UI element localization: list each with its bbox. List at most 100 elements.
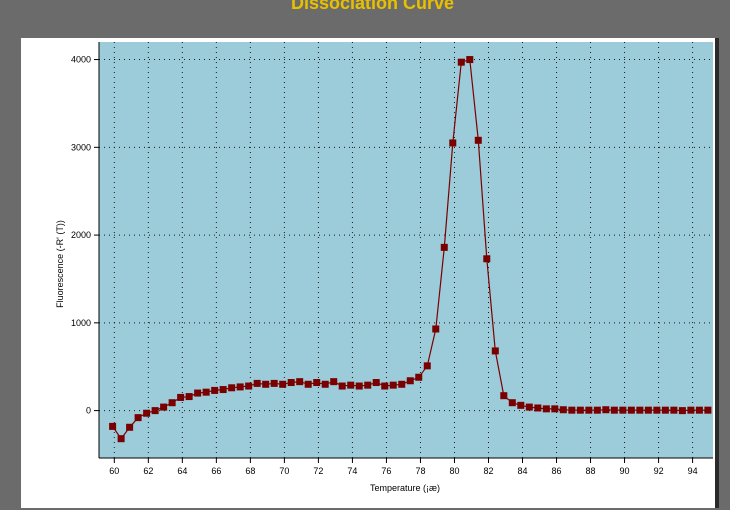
data-point <box>661 406 669 414</box>
data-point <box>177 393 185 401</box>
data-point <box>534 404 542 412</box>
data-point <box>466 56 474 64</box>
x-tick-label: 94 <box>688 466 698 476</box>
x-tick-label: 78 <box>415 466 425 476</box>
data-point <box>568 406 576 414</box>
data-point <box>483 255 491 263</box>
x-tick-label: 90 <box>620 466 630 476</box>
data-point <box>245 382 253 390</box>
plot-area <box>99 42 713 458</box>
data-point <box>602 406 610 414</box>
data-point <box>347 381 355 389</box>
data-point <box>313 379 321 387</box>
data-point <box>525 403 533 411</box>
data-point <box>211 386 219 394</box>
data-point <box>296 378 304 386</box>
data-point <box>262 380 270 388</box>
data-point <box>576 406 584 414</box>
data-point <box>542 405 550 413</box>
x-tick-label: 62 <box>143 466 153 476</box>
data-point <box>491 347 499 355</box>
y-tick-label: 0 <box>86 406 91 416</box>
data-point <box>270 379 278 387</box>
data-point <box>364 381 372 389</box>
data-point <box>610 406 618 414</box>
data-point <box>423 362 431 370</box>
data-point <box>593 406 601 414</box>
data-point <box>670 406 678 414</box>
data-point <box>449 139 457 147</box>
data-point <box>704 406 712 414</box>
data-point <box>517 401 525 409</box>
x-tick-label: 92 <box>654 466 664 476</box>
data-point <box>168 399 176 407</box>
data-point <box>508 399 516 407</box>
data-point <box>678 407 686 415</box>
data-point <box>194 389 202 397</box>
data-point <box>457 58 465 66</box>
data-point <box>398 380 406 388</box>
data-point <box>627 406 635 414</box>
x-tick-label: 86 <box>552 466 562 476</box>
data-point <box>653 406 661 414</box>
data-point <box>253 379 261 387</box>
x-tick-label: 70 <box>279 466 289 476</box>
x-tick-label: 76 <box>381 466 391 476</box>
x-axis-label: Temperature (¡æ) <box>370 483 440 493</box>
data-point <box>279 380 287 388</box>
data-point <box>551 405 559 413</box>
x-tick-label: 82 <box>483 466 493 476</box>
data-point <box>381 382 389 390</box>
data-point <box>109 422 117 430</box>
y-tick-label: 1000 <box>71 318 91 328</box>
data-point <box>330 378 338 386</box>
y-tick-label: 2000 <box>71 230 91 240</box>
data-point <box>134 414 142 422</box>
plot-svg: 60 62 64 66 68 70 72 74 76 78 80 82 84 86 88 90 92 94 0 100… <box>55 42 713 493</box>
data-point <box>372 379 380 387</box>
data-point <box>126 423 134 431</box>
data-point <box>117 435 125 443</box>
x-tick-label: 66 <box>211 466 221 476</box>
data-point <box>687 406 695 414</box>
data-point <box>644 406 652 414</box>
x-tick-label: 60 <box>109 466 119 476</box>
y-tick-label: 4000 <box>71 55 91 65</box>
y-tick-label: 3000 <box>71 142 91 152</box>
x-tick-label: 88 <box>586 466 596 476</box>
x-tick-label: 84 <box>517 466 527 476</box>
x-tick-label: 80 <box>449 466 459 476</box>
x-tick-label: 64 <box>177 466 187 476</box>
data-point <box>219 386 227 394</box>
data-point <box>143 409 151 417</box>
data-point <box>321 380 329 388</box>
y-axis-label: Fluorescence (-R' (T)) <box>55 220 65 308</box>
chart-panel: 60 62 64 66 68 70 72 74 76 78 80 82 84 86 88 90 92 94 0 100… <box>21 38 719 508</box>
data-point <box>415 373 423 381</box>
data-point <box>500 392 508 400</box>
data-point <box>474 136 482 144</box>
data-point <box>559 406 567 414</box>
data-point <box>304 380 312 388</box>
x-tick-label: 68 <box>245 466 255 476</box>
data-point <box>160 403 168 411</box>
data-point <box>389 381 397 389</box>
data-point <box>619 406 627 414</box>
data-point <box>236 383 244 391</box>
data-point <box>440 243 448 251</box>
data-point <box>432 325 440 333</box>
data-point <box>151 407 159 415</box>
data-point <box>695 406 703 414</box>
x-tick-label: 74 <box>347 466 357 476</box>
data-point <box>338 382 346 390</box>
data-point <box>228 384 236 392</box>
x-tick-label: 72 <box>313 466 323 476</box>
chart-title: Dissociation Curve <box>290 0 455 13</box>
data-point <box>636 406 644 414</box>
data-point <box>355 382 363 390</box>
data-point <box>202 388 210 396</box>
data-point <box>287 379 295 387</box>
data-point <box>185 393 193 401</box>
data-point <box>585 406 593 414</box>
data-point <box>406 377 414 385</box>
